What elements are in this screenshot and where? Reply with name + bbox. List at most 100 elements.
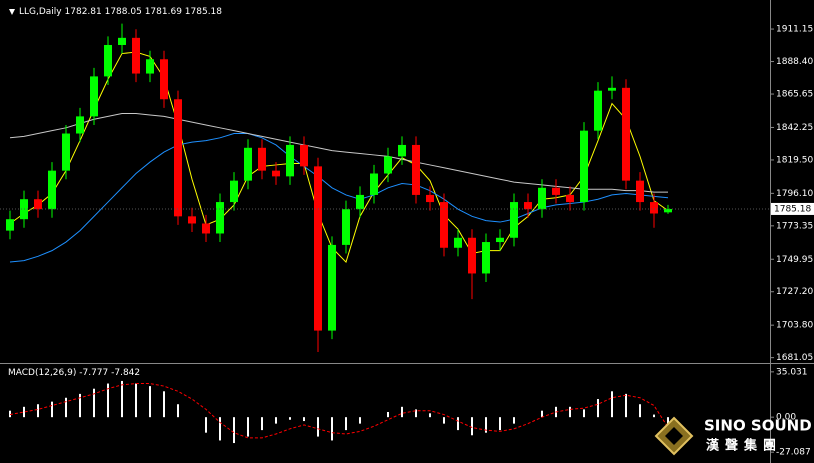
macd-bar	[247, 417, 249, 437]
candle-body	[552, 187, 560, 195]
ohlc-low: 1781.69	[145, 7, 182, 17]
candle-body	[426, 194, 434, 203]
brand-chinese: 漢聲集團	[706, 438, 782, 454]
candle-body	[412, 144, 420, 195]
candle-body	[636, 180, 644, 203]
y-tick-label: 1819.50	[776, 155, 813, 165]
macd-bar	[93, 388, 95, 418]
moving-average	[9, 51, 669, 263]
logo-inner	[665, 427, 683, 445]
candle-body	[538, 187, 546, 210]
candle-body	[202, 223, 210, 234]
macd-header: MACD(12,26,9) -7.777 -7.842	[8, 368, 140, 378]
candle-body	[216, 202, 224, 234]
macd-bar	[65, 397, 67, 418]
macd-bar	[37, 404, 39, 418]
candle-body	[370, 173, 378, 195]
candle-body	[132, 37, 140, 74]
ohlc-close: 1785.18	[185, 7, 222, 17]
macd-value: -7.777	[79, 368, 108, 378]
macd-bar	[359, 417, 361, 424]
candle-body	[440, 202, 448, 248]
y-tick-label: 1865.65	[776, 90, 813, 100]
macd-bar	[513, 417, 515, 424]
candle-body	[314, 166, 322, 331]
macd-bar	[121, 380, 123, 418]
candle-body	[174, 99, 182, 217]
macd-bar	[569, 406, 571, 418]
macd-bar	[499, 417, 501, 431]
chart-header: LLG,Daily 1782.81 1788.05 1781.69 1785.1…	[19, 7, 222, 17]
macd-bar	[639, 404, 641, 418]
macd-bar	[51, 401, 53, 418]
macd-bar	[471, 417, 473, 436]
macd-bar	[23, 406, 25, 418]
candle-body	[258, 147, 266, 171]
y-tick-label: 0.00	[776, 413, 796, 423]
symbol-arrow	[9, 9, 15, 15]
candle-body	[90, 76, 98, 117]
macd-bar	[429, 413, 431, 418]
y-tick-label: 1681.05	[776, 353, 813, 363]
y-tick-label: 1796.10	[776, 189, 813, 199]
macd-bar	[317, 417, 319, 437]
signal-value: -7.842	[111, 368, 140, 378]
moving-average	[9, 133, 669, 263]
candle-body	[342, 209, 350, 245]
ohlc-open: 1782.81	[65, 7, 102, 17]
candle-body	[146, 59, 154, 74]
candle-body	[286, 144, 294, 177]
candle-body	[6, 219, 14, 231]
macd-title: MACD(12,26,9)	[8, 368, 76, 378]
y-tick-label: -27.087	[776, 448, 811, 458]
candle-body	[118, 37, 126, 45]
y-tick-label: 1703.80	[776, 321, 813, 331]
candle-body	[62, 133, 70, 171]
macd-bar	[135, 383, 137, 418]
macd-bar	[443, 417, 445, 424]
y-tick-label: 35.031	[776, 367, 808, 377]
candle-body	[48, 170, 56, 210]
candle-body	[496, 237, 504, 243]
macd-bar	[653, 414, 655, 418]
candle-body	[622, 87, 630, 181]
signal-line	[9, 383, 669, 439]
candle-body	[244, 147, 252, 181]
candle-body	[594, 90, 602, 131]
macd-bar	[275, 417, 277, 424]
candle-body	[160, 59, 168, 100]
ohlc-high: 1788.05	[105, 7, 142, 17]
macd-bar	[79, 393, 81, 418]
candle-body	[328, 244, 336, 331]
macd-bar	[541, 410, 543, 418]
y-tick-label: 1911.15	[776, 25, 813, 35]
candle-body	[608, 87, 616, 91]
macd-bar	[219, 417, 221, 441]
macd-bar	[261, 417, 263, 431]
macd-bar	[107, 383, 109, 418]
candle-body	[34, 199, 42, 210]
symbol: LLG,Daily	[19, 7, 62, 17]
macd-bar	[9, 410, 11, 418]
macd-bar	[205, 417, 207, 433]
y-tick-label: 1773.35	[776, 221, 813, 231]
candle-body	[356, 194, 364, 210]
macd-bar	[331, 417, 333, 441]
macd-bar	[387, 411, 389, 418]
y-tick-label: 1727.20	[776, 287, 813, 297]
candle-body	[398, 144, 406, 157]
macd-bar	[149, 386, 151, 418]
candle-body	[650, 202, 658, 214]
candle-body	[580, 130, 588, 203]
macd-bar	[163, 391, 165, 418]
last-price-label: 1785.18	[774, 204, 811, 214]
candle-body	[524, 202, 532, 210]
candle-body	[230, 180, 238, 203]
brand: SINO SOUND	[704, 417, 812, 435]
candle-body	[482, 242, 490, 274]
candle-body	[454, 237, 462, 248]
candle-body	[468, 237, 476, 274]
candle-body	[510, 202, 518, 238]
macd-bar	[177, 404, 179, 418]
y-tick-label: 1842.25	[776, 123, 813, 133]
